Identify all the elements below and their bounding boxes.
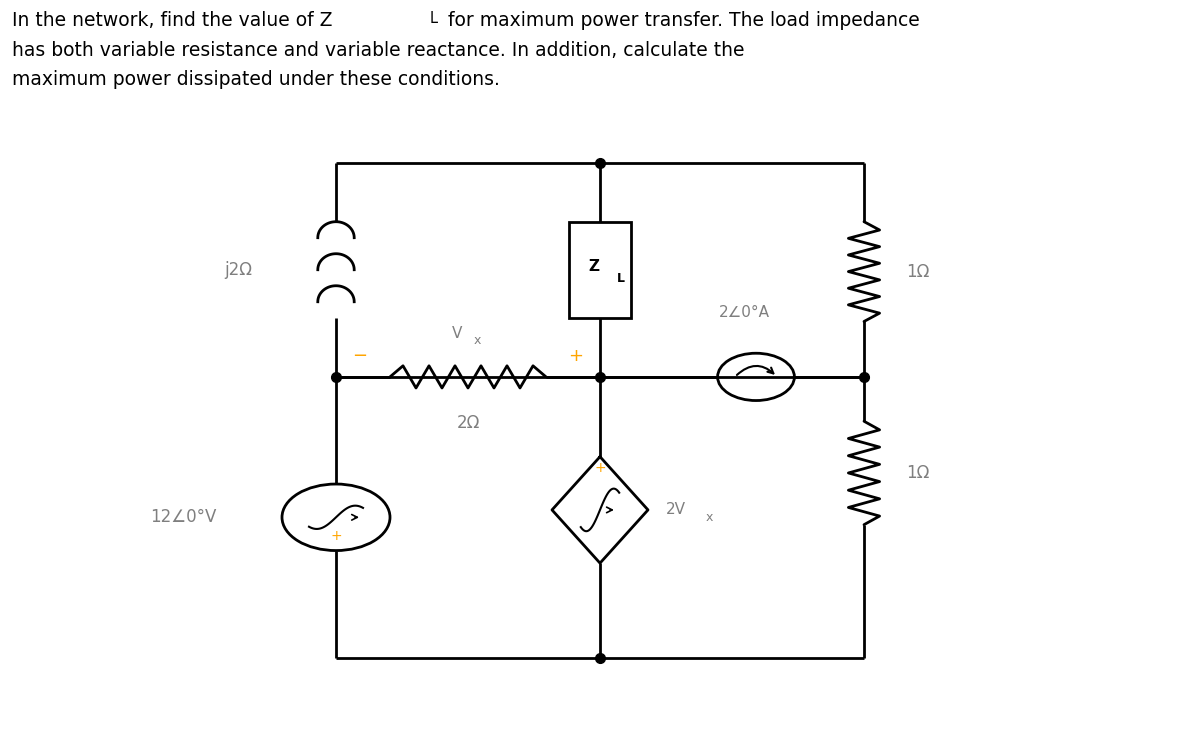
Text: 2Ω: 2Ω [456, 414, 480, 432]
Text: L: L [430, 11, 438, 26]
Text: +: + [569, 347, 583, 365]
Text: 1Ω: 1Ω [906, 464, 929, 482]
Text: −: − [353, 347, 367, 365]
Text: maximum power dissipated under these conditions.: maximum power dissipated under these con… [12, 70, 500, 89]
Text: In the network, find the value of Z: In the network, find the value of Z [12, 11, 332, 30]
Text: 1Ω: 1Ω [906, 262, 929, 281]
Text: has both variable resistance and variable reactance. In addition, calculate the: has both variable resistance and variabl… [12, 41, 744, 60]
Text: 2∠0°A: 2∠0°A [719, 305, 769, 320]
Polygon shape [552, 457, 648, 563]
Text: L: L [617, 272, 625, 285]
Text: for maximum power transfer. The load impedance: for maximum power transfer. The load imp… [442, 11, 919, 30]
Text: x: x [474, 334, 481, 347]
Bar [569, 222, 631, 318]
Text: 12∠0°V: 12∠0°V [150, 508, 216, 526]
Text: x: x [706, 511, 713, 524]
Text: +: + [330, 528, 342, 542]
Text: Z: Z [588, 259, 600, 273]
Text: 2V: 2V [666, 503, 686, 517]
Text: V: V [451, 327, 462, 341]
Text: j2Ω: j2Ω [224, 261, 252, 279]
Text: +: + [594, 461, 606, 474]
